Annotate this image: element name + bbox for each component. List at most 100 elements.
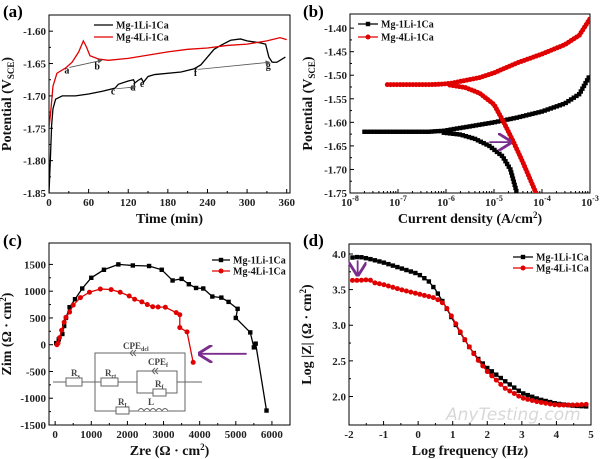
marker-point (190, 359, 196, 365)
marker-point (542, 108, 547, 113)
x-tick-label: 4000 (189, 429, 212, 441)
chart-panel-d: (d) -2 -1 0 1 2 3 4 5 2.0 2.5 3.0 3.5 4.0 Log frequenc… (298, 231, 594, 459)
series-line (56, 288, 194, 363)
marker-point (586, 75, 590, 80)
marker-point (533, 190, 539, 193)
marker-point (362, 129, 367, 134)
marker-point (61, 323, 67, 329)
marker-point (377, 259, 382, 264)
circuit-labels: CPEdcl CPEf Rs Rct Rf RL L (71, 341, 169, 409)
marker-point (583, 401, 589, 407)
x-tick-label: 10-3 (581, 194, 599, 209)
annotation-label: d (130, 83, 136, 94)
marker-point (130, 263, 136, 268)
x-tick-label: 4 (554, 429, 560, 441)
y-tick-label: -1500 (20, 420, 46, 432)
tick-exponent: -8 (352, 194, 359, 203)
series-group (362, 16, 590, 193)
label-part: ) (0, 57, 15, 62)
y-tick-label: -1.85 (23, 188, 46, 200)
arrow-annotation (69, 58, 103, 68)
marker-point (464, 124, 469, 130)
marker-point (457, 329, 463, 335)
marker-point (441, 130, 447, 135)
tick-base: 10 (581, 197, 593, 209)
x-tick-label: 2 (485, 429, 491, 441)
label-superscript: 2 (298, 288, 308, 293)
marker-point (480, 363, 486, 369)
x-tick-label: 300 (239, 197, 256, 209)
marker-point (545, 107, 550, 112)
marker-point (462, 336, 468, 342)
marker-point (384, 129, 390, 134)
marker-point (365, 34, 371, 40)
marker-point (417, 272, 423, 278)
y-tick-label: -1.65 (324, 141, 347, 153)
marker-point (506, 164, 511, 169)
y-axis-label: Potential (VSCE) (301, 56, 317, 150)
plot-frame (48, 14, 291, 194)
marker-point (146, 263, 152, 269)
label-cpe-f: CPEf (148, 357, 169, 369)
marker-point (507, 388, 513, 394)
legend-entry: Mg-1Li-1Ca (536, 253, 589, 264)
panel-label: (a) (3, 2, 23, 21)
marker-point (186, 282, 192, 287)
marker-point (77, 295, 83, 301)
marker-point (481, 140, 486, 146)
marker-point (466, 134, 472, 140)
marker-point (408, 269, 414, 274)
x-tick-label: 180 (160, 197, 177, 209)
x-axis-label: Log frequency (Hz) (412, 444, 529, 459)
marker-point (416, 129, 422, 134)
watermark-text: AnyTesting.com (445, 405, 581, 425)
label-superscript: 2 (533, 210, 538, 220)
marker-point (177, 325, 183, 331)
series-line (352, 278, 588, 406)
annotation-label: f (194, 68, 198, 79)
marker-point (463, 133, 469, 139)
marker-point (487, 143, 492, 149)
marker-point (184, 329, 190, 335)
marker-point (139, 299, 145, 305)
marker-point (495, 119, 501, 124)
marker-point (568, 97, 574, 102)
circuit-outer-box (94, 352, 186, 412)
y-tick-label: -1.75 (324, 188, 347, 200)
marker-point (59, 327, 65, 333)
watermark: AnyTesting.com (445, 405, 581, 425)
marker-point (233, 315, 239, 321)
marker-point (403, 129, 409, 134)
chart-panel-a: (a) 0 60 120 180 240 300 360 -1.85 -1.80 -1.75 -1.7… (0, 2, 295, 227)
marker-point (453, 321, 459, 327)
marker-point (390, 284, 396, 290)
marker-point (480, 122, 485, 127)
legend-entry: Mg-4Li-1Ca (233, 267, 286, 278)
x-tick-label: 5 (588, 429, 594, 441)
y-tick-label: -500 (26, 366, 47, 378)
marker-point (385, 283, 391, 289)
marker-point (173, 310, 179, 316)
marker-point (520, 254, 526, 260)
series-group (349, 254, 589, 409)
y-tick-label: -1.80 (23, 156, 46, 168)
tick-exponent: -7 (400, 194, 407, 203)
marker-point (547, 401, 553, 407)
legend-entry: Mg-4Li-1Ca (536, 264, 589, 275)
marker-point (466, 344, 472, 350)
marker-point (511, 179, 517, 184)
marker-point (61, 319, 67, 325)
marker-point (444, 130, 450, 136)
label-cpe-dcl: CPEdcl (123, 341, 149, 353)
marker-point (514, 115, 520, 120)
marker-point (489, 373, 495, 379)
marker-point (447, 131, 453, 136)
label-part: Potential (V (301, 79, 316, 151)
y-tick-label: 4.0 (332, 249, 346, 261)
marker-point (576, 91, 582, 97)
marker-point (551, 105, 556, 110)
tick-exponent: -3 (592, 194, 599, 203)
marker-point (218, 268, 224, 274)
marker-point (525, 392, 530, 398)
